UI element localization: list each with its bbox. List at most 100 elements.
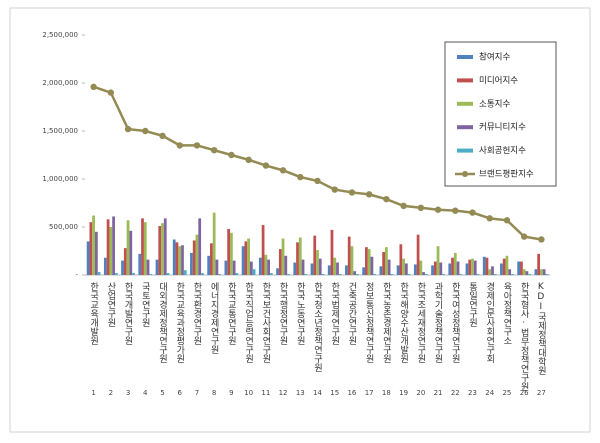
bar (396, 265, 400, 275)
bar (473, 260, 477, 275)
bar (149, 274, 153, 275)
bar (158, 226, 162, 275)
category-number: 5 (160, 389, 164, 397)
bar (313, 235, 317, 275)
x-tick-label: 과학기술정책연구원 (433, 282, 443, 363)
category-number: 11 (261, 389, 270, 397)
legend-label: 참여지수 (479, 52, 510, 63)
bar (471, 258, 474, 275)
category-number: 16 (347, 389, 356, 397)
bar (132, 273, 135, 275)
x-tick-label: 건축공간연구원 (346, 282, 356, 345)
category-number: 1 (91, 389, 95, 397)
x-tick-label: 한국교통연구원 (226, 282, 236, 345)
bar (387, 259, 391, 275)
bar (178, 246, 182, 275)
bar (442, 274, 445, 275)
legend-swatch (457, 78, 473, 83)
bar (502, 258, 506, 275)
bar (166, 273, 170, 275)
bar (97, 272, 101, 275)
bar (94, 231, 98, 275)
bar (284, 255, 288, 275)
bar (459, 274, 463, 275)
bar (247, 238, 250, 275)
bar (264, 254, 268, 275)
bar (356, 274, 359, 275)
bar (476, 274, 480, 275)
bar (338, 274, 342, 275)
x-tick-label: 한국보건사회연구원 (260, 282, 270, 363)
y-tick-label: 2,000,000 (42, 79, 78, 87)
bar (207, 255, 211, 275)
x-tick-label: 한국교육과정평가원 (174, 282, 184, 363)
x-tick-label: 산업연구원 (105, 282, 115, 327)
bar (508, 269, 512, 275)
bar (424, 274, 428, 275)
bar (431, 265, 434, 275)
bar (390, 274, 394, 275)
category-number: 13 (296, 389, 305, 397)
legend-label: 브랜드평판지수 (479, 169, 534, 180)
bar (210, 243, 213, 275)
line-marker (400, 202, 407, 210)
legend-label: 소통지수 (479, 99, 510, 109)
bar (161, 223, 164, 275)
bar (439, 262, 443, 275)
x-tick-label: 한국조세재정연구원 (415, 282, 425, 363)
bar (525, 271, 529, 275)
x-tick-label: 한국법제연구원 (329, 282, 339, 345)
x-tick-label: 한국환경연구원 (191, 282, 201, 345)
x-tick-label: 정보통신정책연구원 (364, 282, 374, 363)
x-tick-label: 한국노동연구원 (295, 282, 305, 345)
bar (215, 259, 219, 275)
bar (318, 258, 322, 275)
bar (138, 253, 142, 275)
bar (183, 270, 187, 275)
bar (419, 260, 423, 275)
line-marker (90, 83, 97, 91)
bar (244, 241, 248, 275)
line-marker (142, 127, 149, 135)
bar (528, 274, 532, 275)
y-tick-label: - (75, 271, 78, 279)
category-number: 10 (244, 389, 253, 397)
x-tick-label: 통일연구원 (467, 282, 477, 327)
legend-label: 미디어지수 (479, 75, 518, 86)
x-tick-label: 한국교육개발원 (88, 282, 98, 345)
bar (493, 274, 497, 275)
bar (399, 244, 403, 275)
line-marker (365, 191, 373, 198)
bar (143, 222, 147, 275)
bar (123, 248, 127, 275)
bar (241, 246, 245, 275)
bar (468, 259, 472, 275)
line-marker (228, 151, 235, 159)
bar (310, 263, 314, 275)
x-tick-label: 에너지경제연구원 (209, 282, 219, 354)
legend-swatch (457, 125, 473, 130)
bar (298, 237, 302, 275)
bar (520, 261, 523, 275)
line-marker (331, 186, 338, 193)
category-number: 26 (520, 389, 529, 397)
line-marker (176, 142, 183, 149)
y-tick-label: 1,500,000 (42, 127, 78, 135)
line-marker (520, 233, 528, 240)
bar (482, 256, 486, 275)
bar (296, 242, 299, 275)
x-tick-label: 한국여성정책연구원 (450, 282, 460, 363)
bar (304, 274, 308, 275)
bar (500, 263, 503, 275)
x-tick-label: 한국해양수산개발원 (398, 282, 408, 363)
line-marker (297, 173, 304, 181)
line-marker (279, 167, 287, 174)
bar (230, 232, 233, 275)
line-marker (124, 125, 132, 133)
category-number: 6 (177, 389, 182, 397)
bar (451, 257, 454, 275)
bar (198, 218, 202, 275)
bar (235, 273, 239, 275)
legend-swatch (457, 55, 473, 59)
bar (365, 247, 368, 275)
